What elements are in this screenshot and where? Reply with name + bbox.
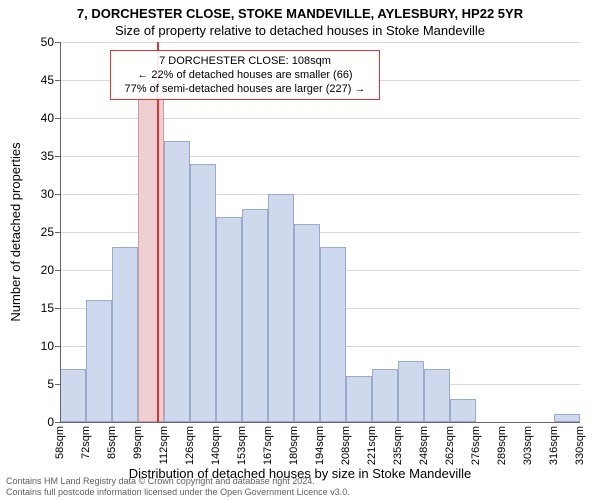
x-tick-label: 221sqm <box>366 426 378 465</box>
x-tick-label: 330sqm <box>574 426 586 465</box>
x-axis-line <box>60 422 580 423</box>
y-tick-mark <box>55 232 60 233</box>
x-tick-label: 112sqm <box>158 426 170 464</box>
histogram-bar <box>242 209 268 422</box>
y-tick-label: 40 <box>14 111 54 125</box>
histogram-bar <box>450 399 476 422</box>
histogram-bar <box>190 164 216 422</box>
legend-line-smaller: ← 22% of detached houses are smaller (66… <box>117 68 373 82</box>
y-tick-label: 30 <box>14 187 54 201</box>
gridline <box>60 42 580 43</box>
y-tick-label: 0 <box>14 415 54 429</box>
y-tick-mark <box>55 42 60 43</box>
histogram-bar <box>398 361 424 422</box>
histogram-bar <box>294 224 320 422</box>
histogram-bar <box>320 247 346 422</box>
x-tick-label: 289sqm <box>496 426 508 465</box>
y-tick-label: 10 <box>14 339 54 353</box>
x-tick-label: 180sqm <box>288 426 300 465</box>
y-tick-mark <box>55 384 60 385</box>
x-tick-label: 72sqm <box>80 426 92 459</box>
x-tick-label: 276sqm <box>470 426 482 465</box>
histogram-bar <box>554 414 580 422</box>
y-tick-mark <box>55 156 60 157</box>
histogram-bar <box>424 369 450 422</box>
y-tick-mark <box>55 308 60 309</box>
histogram-bar <box>112 247 138 422</box>
y-tick-label: 25 <box>14 225 54 239</box>
y-tick-label: 35 <box>14 149 54 163</box>
x-tick-label: 262sqm <box>444 426 456 465</box>
y-tick-label: 50 <box>14 35 54 49</box>
y-tick-mark <box>55 346 60 347</box>
y-tick-label: 5 <box>14 377 54 391</box>
x-tick-label: 316sqm <box>548 426 560 465</box>
x-tick-label: 167sqm <box>262 426 274 465</box>
x-tick-label: 303sqm <box>522 426 534 465</box>
y-tick-mark <box>55 80 60 81</box>
x-tick-label: 99sqm <box>132 426 144 459</box>
x-tick-label: 235sqm <box>392 426 404 465</box>
y-axis-line <box>60 42 61 422</box>
x-tick-label: 208sqm <box>340 426 352 465</box>
y-tick-mark <box>55 118 60 119</box>
footer-line-2: Contains full postcode information licen… <box>6 487 350 498</box>
x-tick-label: 126sqm <box>184 426 196 465</box>
x-tick-label: 85sqm <box>106 426 118 459</box>
legend-line-larger: 77% of semi-detached houses are larger (… <box>117 82 373 96</box>
title-main: 7, DORCHESTER CLOSE, STOKE MANDEVILLE, A… <box>0 6 600 21</box>
legend-title: 7 DORCHESTER CLOSE: 108sqm <box>117 54 373 68</box>
histogram-bar <box>216 217 242 422</box>
histogram-bar <box>346 376 372 422</box>
x-tick-label: 140sqm <box>210 426 222 465</box>
legend-box: 7 DORCHESTER CLOSE: 108sqm ← 22% of deta… <box>110 50 380 100</box>
y-tick-mark <box>55 270 60 271</box>
histogram-bar <box>138 80 164 422</box>
y-tick-mark <box>55 194 60 195</box>
footer-attribution: Contains HM Land Registry data © Crown c… <box>6 476 350 498</box>
x-tick-label: 194sqm <box>314 426 326 465</box>
y-tick-label: 20 <box>14 263 54 277</box>
histogram-bar <box>372 369 398 422</box>
footer-line-1: Contains HM Land Registry data © Crown c… <box>6 476 350 487</box>
histogram-bar <box>86 300 112 422</box>
histogram-bar <box>268 194 294 422</box>
histogram-bar <box>164 141 190 422</box>
y-tick-mark <box>55 422 60 423</box>
x-tick-label: 153sqm <box>236 426 248 465</box>
histogram-bar <box>60 369 86 422</box>
y-tick-label: 45 <box>14 73 54 87</box>
y-tick-label: 15 <box>14 301 54 315</box>
x-tick-label: 58sqm <box>54 426 66 459</box>
x-tick-label: 248sqm <box>418 426 430 465</box>
title-sub: Size of property relative to detached ho… <box>0 23 600 38</box>
